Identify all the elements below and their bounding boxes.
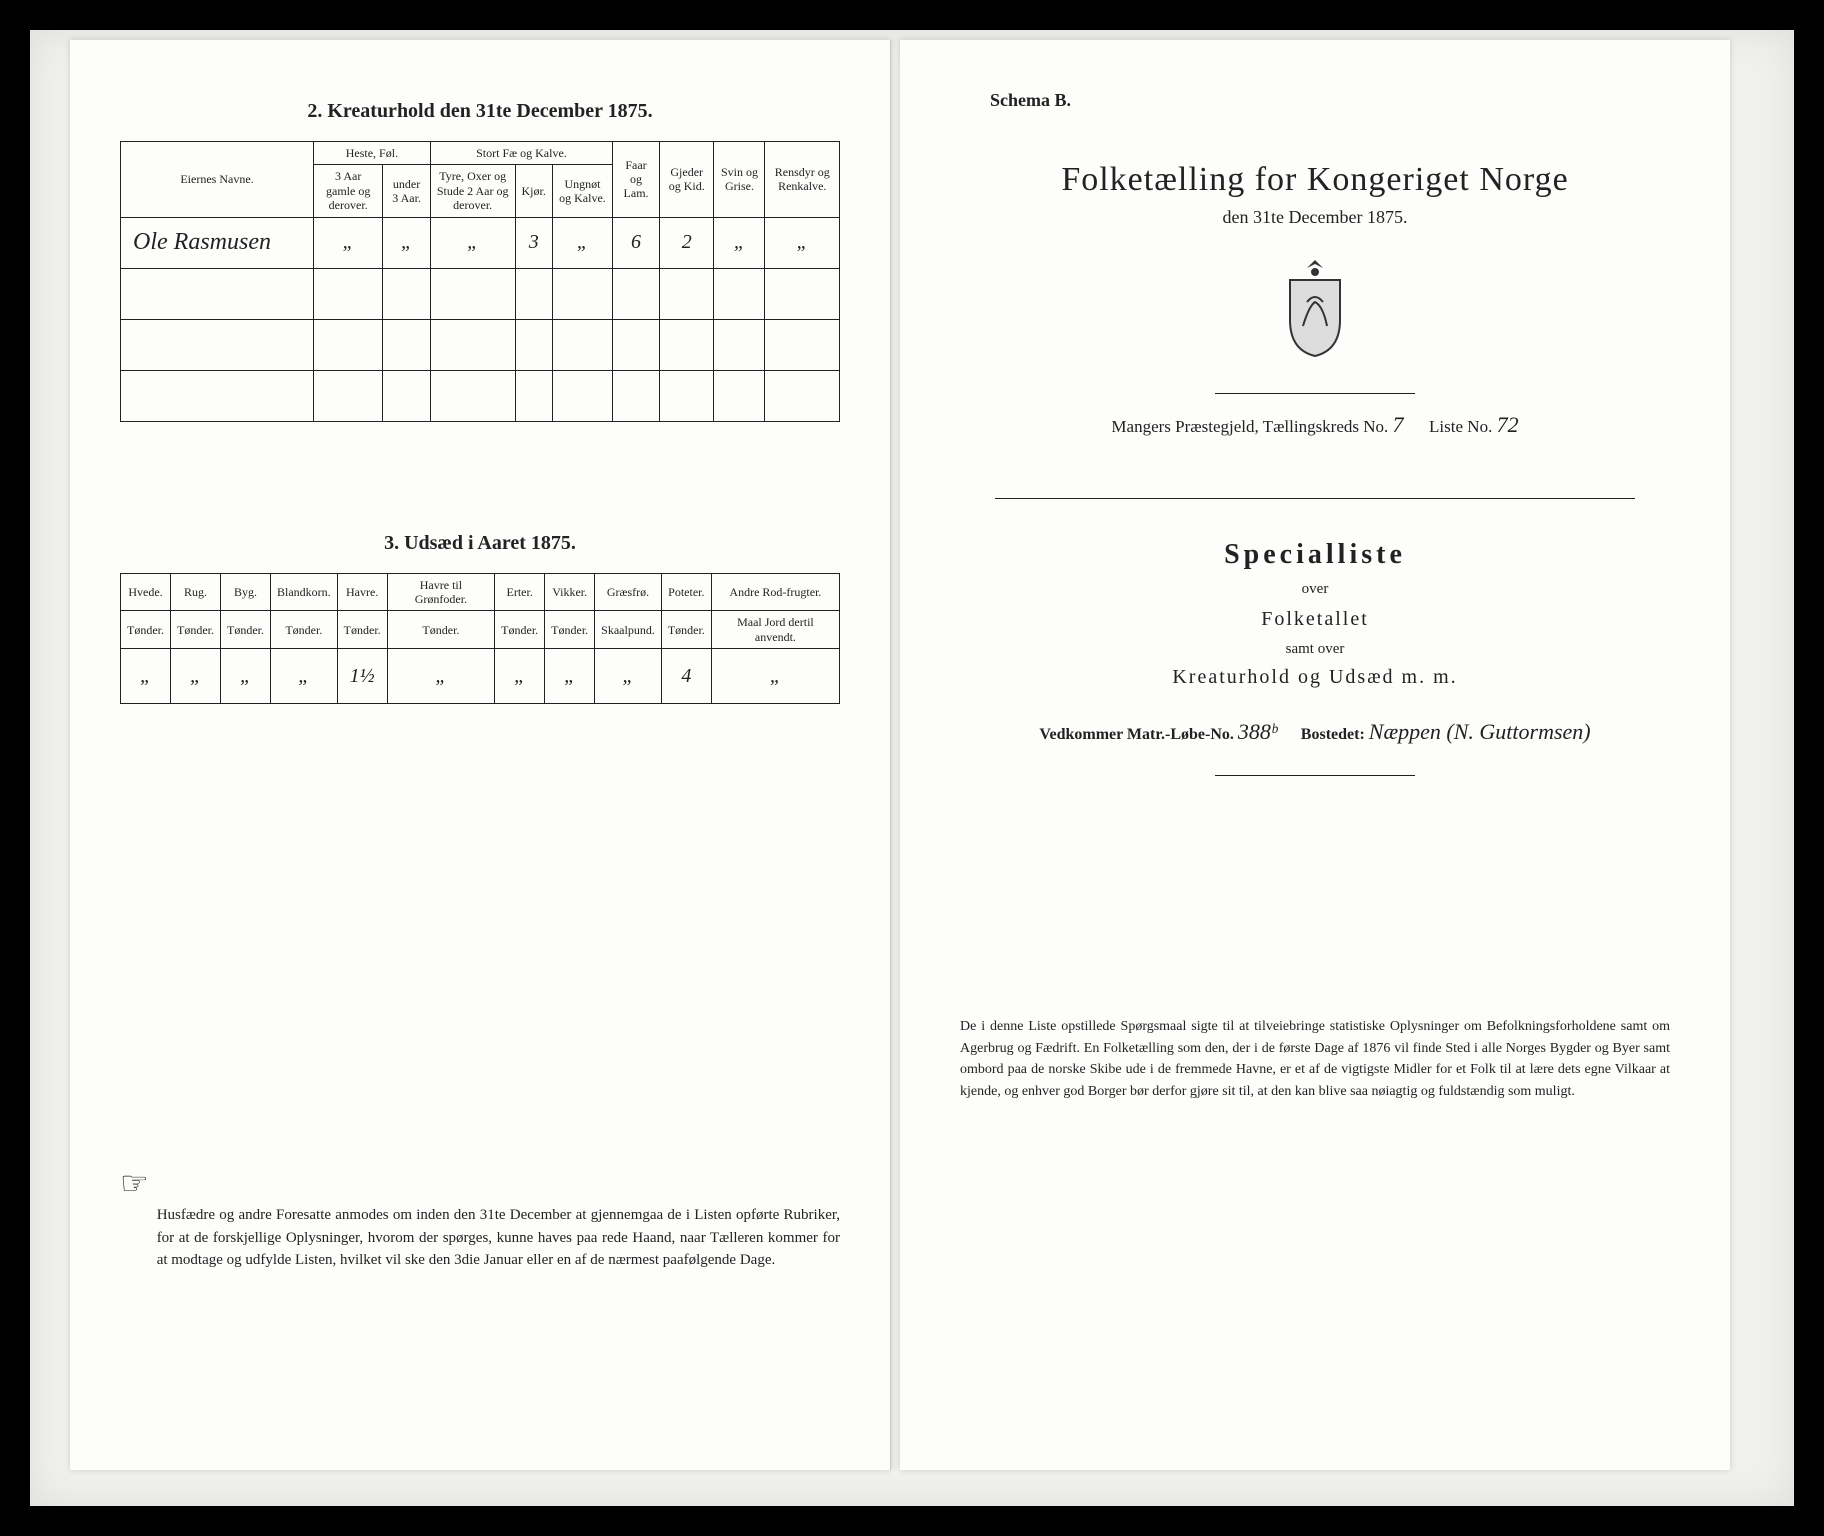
col-erter: Erter. [495, 573, 545, 611]
matr-no: 388ᵇ [1238, 719, 1277, 744]
unit: Tønder. [337, 611, 387, 649]
cell: 4 [661, 649, 711, 704]
kreatur-label: Kreaturhold og Udsæd m. m. [950, 666, 1680, 689]
table-row [121, 370, 840, 421]
cell: „ [387, 649, 495, 704]
col-stort-group: Stort Fæ og Kalve. [430, 142, 612, 165]
cell: „ [271, 649, 338, 704]
table-row: „ „ „ „ 1½ „ „ „ „ 4 „ [121, 649, 840, 704]
col-andre: Andre Rod-frugter. [711, 573, 839, 611]
unit: Skaalpund. [595, 611, 662, 649]
cell: „ [495, 649, 545, 704]
census-subtitle: den 31te December 1875. [950, 207, 1680, 228]
right-page: Schema B. Folketælling for Kongeriget No… [900, 40, 1730, 1470]
cell: 3 [515, 217, 552, 268]
col-rug: Rug. [171, 573, 221, 611]
col-havre: Havre. [337, 573, 387, 611]
col-stort-c: Ungnøt og Kalve. [552, 165, 612, 217]
col-blandkorn: Blandkorn. [271, 573, 338, 611]
table-row [121, 268, 840, 319]
specialliste-title: Specialliste [950, 539, 1680, 571]
right-footnote: De i denne Liste opstillede Spørgsmaal s… [960, 1016, 1670, 1103]
cell: „ [430, 217, 515, 268]
col-gjeder: Gjeder og Kid. [659, 142, 713, 218]
left-footnote: Husfædre og andre Foresatte anmodes om i… [157, 1204, 840, 1272]
bostedet-value: Næppen (N. Guttormsen) [1369, 719, 1591, 744]
matr-label: Vedkommer Matr.-Løbe-No. [1039, 726, 1234, 743]
cell: „ [221, 649, 271, 704]
unit: Tønder. [661, 611, 711, 649]
left-page: 2. Kreaturhold den 31te December 1875. E… [70, 40, 891, 1470]
cell: „ [121, 649, 171, 704]
col-rensdyr: Rensdyr og Renkalve. [765, 142, 840, 218]
samt-over-label: samt over [950, 641, 1680, 658]
cell-eier: Ole Rasmusen [121, 217, 314, 268]
pointing-hand-icon: ☞ [120, 1164, 157, 1202]
unit: Maal Jord dertil anvendt. [711, 611, 839, 649]
col-vikker: Vikker. [545, 573, 595, 611]
cell: „ [314, 217, 383, 268]
table-row [121, 319, 840, 370]
col-eier: Eiernes Navne. [121, 142, 314, 218]
parish-prefix: Mangers Præstegjeld, Tællingskreds No. [1111, 417, 1388, 436]
cell: „ [552, 217, 612, 268]
folketallet-label: Folketallet [950, 608, 1680, 631]
cell: 6 [613, 217, 660, 268]
unit: Tønder. [221, 611, 271, 649]
cell: 1½ [337, 649, 387, 704]
unit: Tønder. [387, 611, 495, 649]
over-label: over [950, 581, 1680, 598]
cell: „ [711, 649, 839, 704]
divider [1215, 775, 1415, 776]
section2-title: 2. Kreaturhold den 31te December 1875. [120, 100, 840, 123]
unit: Tønder. [121, 611, 171, 649]
parish-line: Mangers Præstegjeld, Tællingskreds No. 7… [950, 412, 1680, 438]
col-heste-b: under 3 Aar. [383, 165, 431, 217]
left-footnote-block: ☞ Husfædre og andre Foresatte anmodes om… [120, 1164, 840, 1272]
col-byg: Byg. [221, 573, 271, 611]
unit: Tønder. [271, 611, 338, 649]
unit: Tønder. [171, 611, 221, 649]
cell: „ [171, 649, 221, 704]
col-stort-b: Kjør. [515, 165, 552, 217]
table-row: Ole Rasmusen „ „ „ 3 „ 6 2 „ „ [121, 217, 840, 268]
liste-no: 72 [1497, 412, 1519, 437]
kreds-no: 7 [1393, 412, 1404, 437]
cell: 2 [659, 217, 713, 268]
col-stort-a: Tyre, Oxer og Stude 2 Aar og derover. [430, 165, 515, 217]
kreaturhold-table: Eiernes Navne. Heste, Føl. Stort Fæ og K… [120, 141, 840, 422]
col-havregron: Havre til Grønfoder. [387, 573, 495, 611]
section3-title: 3. Udsæd i Aaret 1875. [120, 532, 840, 555]
col-heste-a: 3 Aar gamle og derover. [314, 165, 383, 217]
col-faar: Faar og Lam. [613, 142, 660, 218]
cell: „ [765, 217, 840, 268]
unit: Tønder. [545, 611, 595, 649]
bostedet-label: Bostedet: [1301, 726, 1365, 743]
unit: Tønder. [495, 611, 545, 649]
cell: „ [383, 217, 431, 268]
cell: „ [595, 649, 662, 704]
schema-label: Schema B. [990, 90, 1680, 111]
udsaed-table: Hvede. Rug. Byg. Blandkorn. Havre. Havre… [120, 573, 840, 705]
col-heste-group: Heste, Føl. [314, 142, 431, 165]
col-poteter: Poteter. [661, 573, 711, 611]
cell: „ [714, 217, 765, 268]
census-title: Folketælling for Kongeriget Norge [950, 161, 1680, 199]
divider [995, 498, 1635, 499]
matr-line: Vedkommer Matr.-Løbe-No. 388ᵇ Bostedet: … [950, 719, 1680, 745]
divider [1215, 393, 1415, 394]
col-svin: Svin og Grise. [714, 142, 765, 218]
cell: „ [545, 649, 595, 704]
col-hvede: Hvede. [121, 573, 171, 611]
col-graesfro: Græsfrø. [595, 573, 662, 611]
scan-background: 2. Kreaturhold den 31te December 1875. E… [30, 30, 1794, 1506]
coat-of-arms-icon [950, 258, 1680, 363]
liste-label: Liste No. [1429, 417, 1492, 436]
